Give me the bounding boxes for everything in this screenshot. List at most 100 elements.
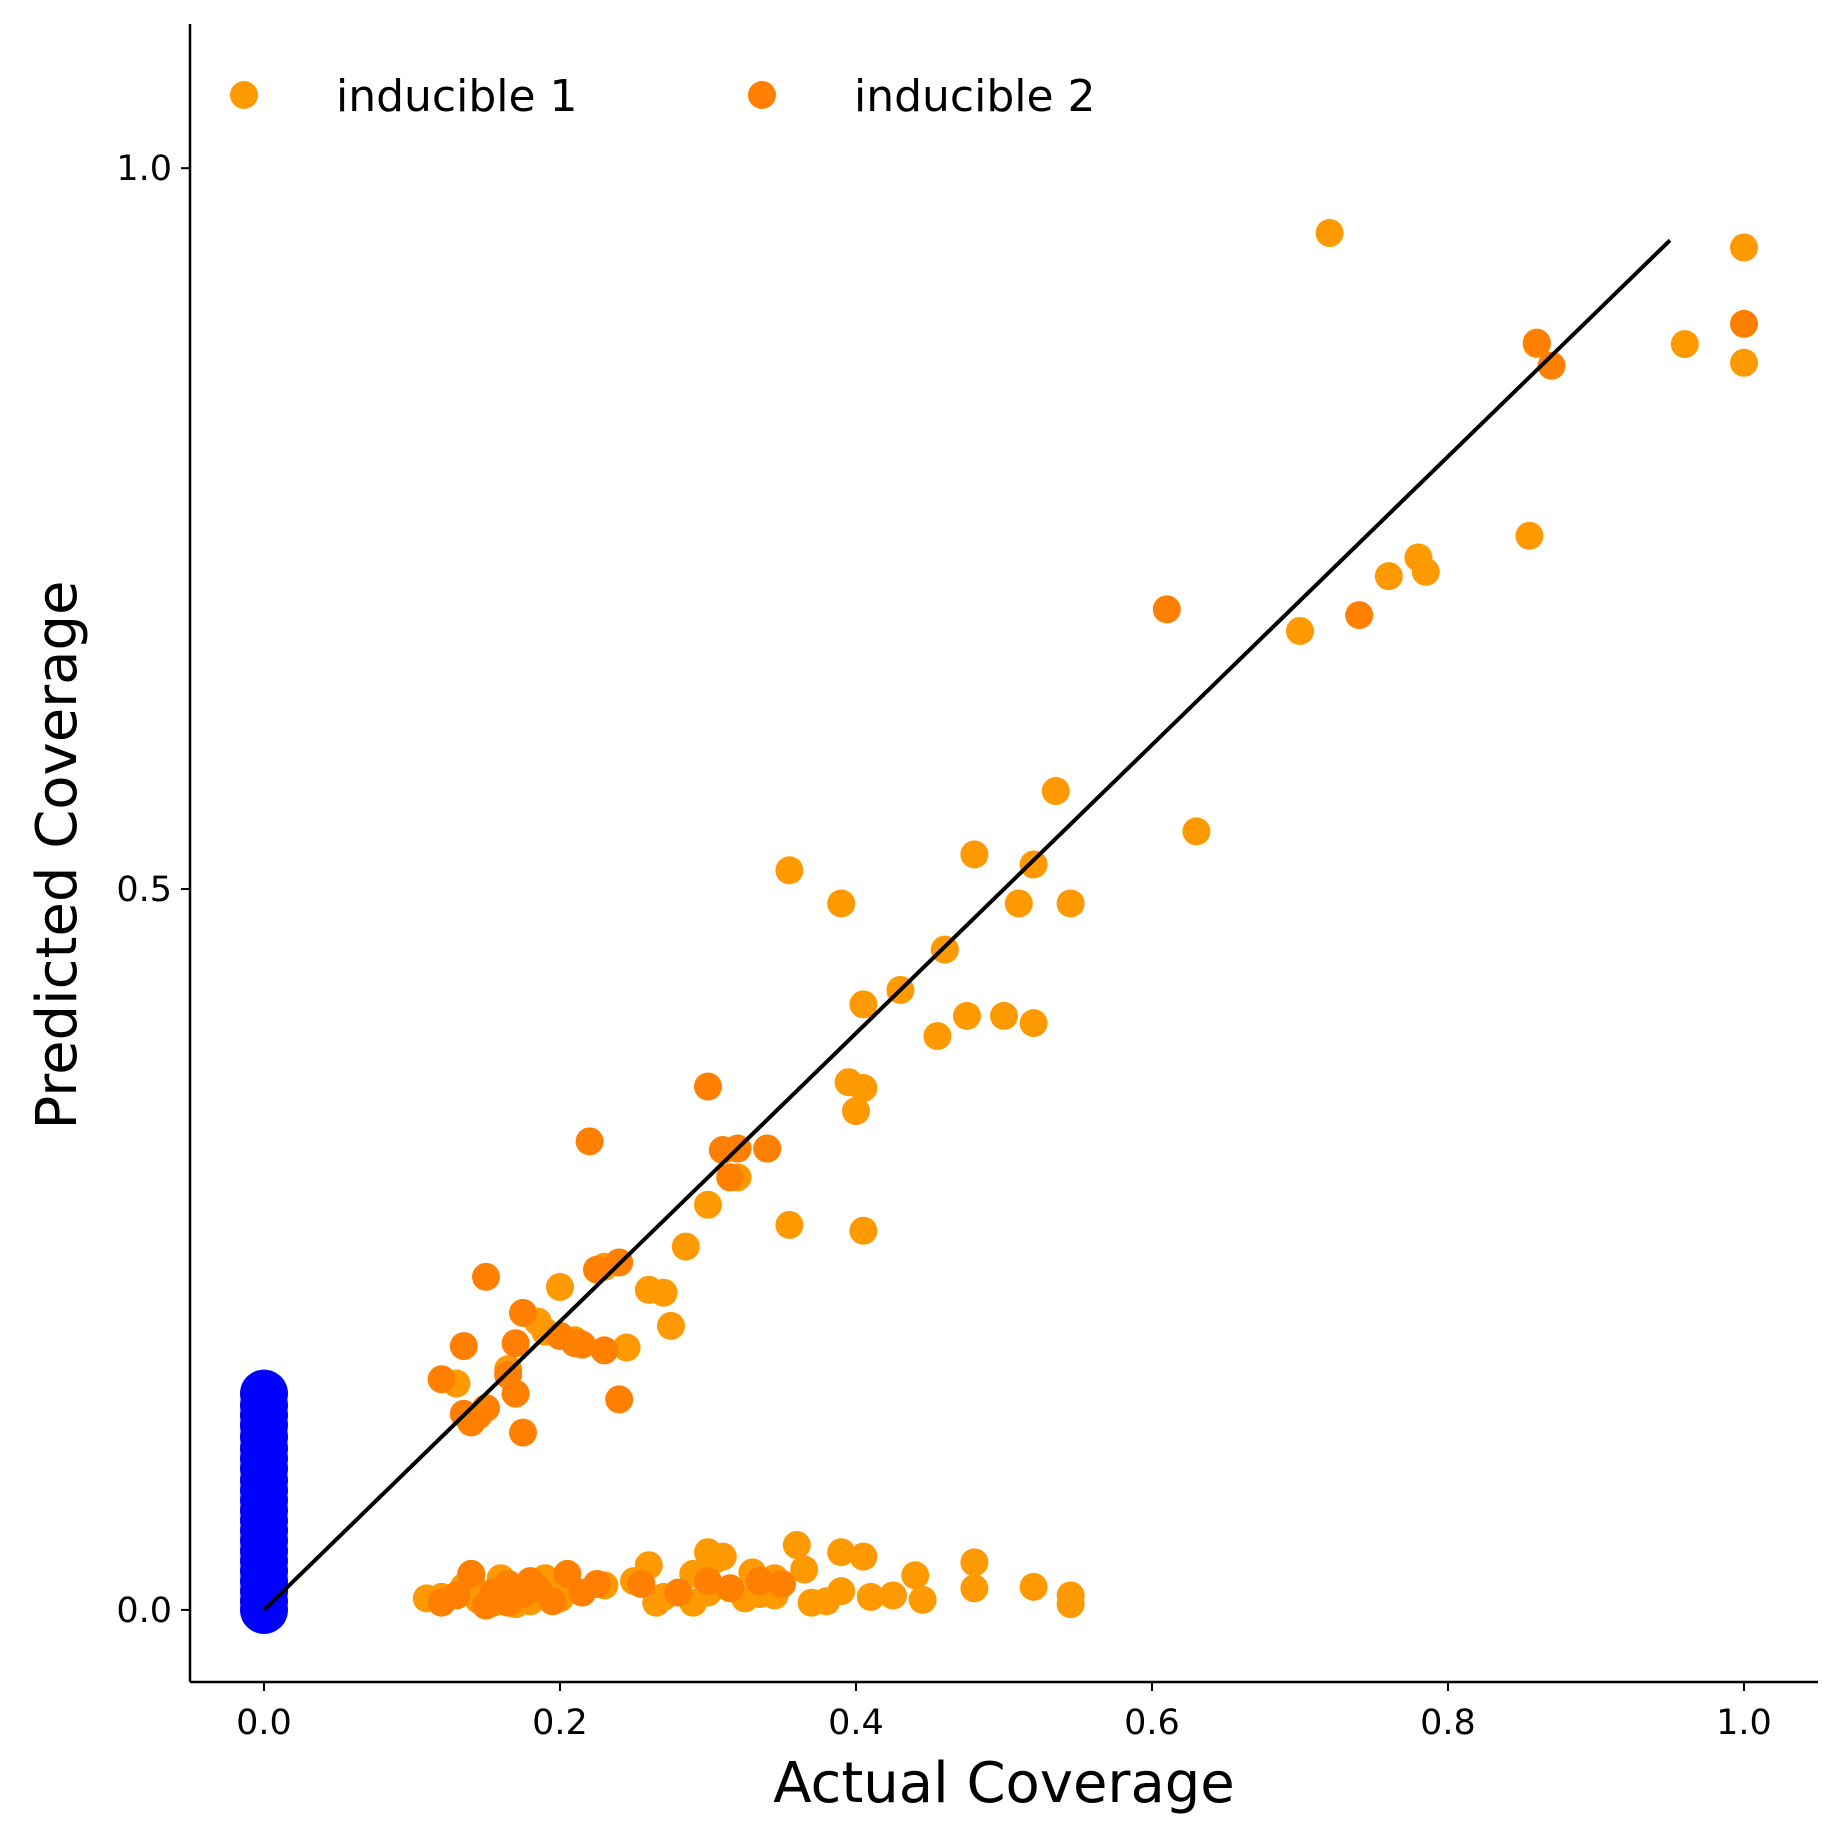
data-point <box>1411 557 1440 586</box>
data-point <box>1182 817 1211 846</box>
x-tick-label: 0.8 <box>1420 1703 1476 1743</box>
data-point <box>1019 1572 1048 1601</box>
data-point <box>1041 777 1070 806</box>
data-point <box>879 1581 907 1610</box>
data-point <box>472 1394 500 1423</box>
data-point <box>923 1022 952 1051</box>
data-point <box>790 1555 819 1584</box>
data-point <box>575 1127 604 1156</box>
data-point <box>849 990 878 1019</box>
plot-marks <box>240 219 1758 1634</box>
data-point <box>716 1574 745 1603</box>
data-point <box>753 1134 782 1163</box>
data-point <box>1730 348 1758 377</box>
data-point <box>960 1574 989 1603</box>
data-point <box>908 1585 937 1614</box>
data-point <box>694 1072 722 1101</box>
data-point <box>960 1548 989 1577</box>
data-point <box>1345 601 1374 630</box>
data-point <box>849 1542 878 1571</box>
data-point <box>546 1321 574 1350</box>
legend-marker <box>748 81 776 109</box>
data-point <box>671 1232 700 1261</box>
data-point <box>427 1588 456 1617</box>
data-point <box>960 840 989 869</box>
data-point <box>1537 351 1566 380</box>
x-tick-label: 0.6 <box>1124 1703 1180 1743</box>
data-point <box>842 1097 870 1126</box>
data-point <box>627 1569 656 1598</box>
data-point <box>1019 1009 1048 1038</box>
data-point <box>716 1163 745 1192</box>
data-point <box>775 856 804 885</box>
data-point <box>472 1262 500 1291</box>
data-point <box>901 1561 930 1590</box>
data-point <box>657 1311 685 1340</box>
data-point <box>1019 850 1048 879</box>
y-ticks: 0.0 0.5 1.0 <box>116 149 190 1631</box>
data-point <box>1670 330 1699 359</box>
x-tick-label: 0.0 <box>236 1703 292 1743</box>
data-point <box>509 1298 537 1327</box>
legend: inducible 1 inducible 2 <box>230 71 1096 122</box>
legend-label: inducible 2 <box>854 71 1096 122</box>
y-tick-label: 0.5 <box>116 870 172 910</box>
data-point <box>849 1216 878 1245</box>
data-point <box>553 1559 582 1588</box>
series-2 <box>427 309 1758 1620</box>
data-point <box>1730 309 1758 338</box>
x-ticks: 0.0 0.2 0.4 0.6 0.8 1.0 <box>236 1682 1772 1743</box>
data-point <box>1286 616 1314 645</box>
data-point <box>1004 889 1033 918</box>
data-point <box>546 1272 574 1301</box>
data-point <box>501 1379 530 1408</box>
data-point <box>501 1329 530 1358</box>
data-point <box>827 1577 856 1606</box>
x-tick-label: 0.4 <box>828 1703 884 1743</box>
data-point <box>1515 521 1544 550</box>
data-point <box>708 1542 737 1571</box>
data-point <box>694 1190 722 1219</box>
data-point <box>449 1332 478 1361</box>
data-point <box>583 1569 611 1598</box>
data-point <box>1730 233 1758 262</box>
data-point <box>1056 1590 1085 1619</box>
data-point <box>1522 328 1551 357</box>
x-tick-label: 1.0 <box>1716 1703 1772 1743</box>
data-point <box>472 1591 500 1620</box>
data-point <box>694 1567 722 1596</box>
data-point <box>827 1538 856 1567</box>
data-point <box>775 1210 804 1239</box>
y-tick-label: 0.0 <box>116 1591 172 1631</box>
data-point <box>953 1001 981 1030</box>
data-point <box>708 1135 737 1164</box>
data-point <box>990 1001 1018 1030</box>
data-point <box>1056 889 1085 918</box>
data-point <box>1315 219 1344 248</box>
legend-marker <box>230 81 258 109</box>
data-point <box>612 1333 641 1362</box>
data-point <box>583 1255 611 1284</box>
legend-label: inducible 1 <box>336 71 578 122</box>
x-tick-label: 0.2 <box>532 1703 588 1743</box>
data-point <box>494 1588 523 1617</box>
data-point <box>827 889 856 918</box>
data-point <box>605 1385 634 1414</box>
data-point <box>849 1074 878 1103</box>
data-point <box>664 1578 693 1607</box>
data-point <box>457 1559 486 1588</box>
data-point <box>590 1336 619 1365</box>
data-point <box>523 1574 552 1603</box>
y-axis-title: Predicted Coverage <box>25 581 90 1130</box>
y-tick-label: 1.0 <box>116 149 172 189</box>
data-point <box>427 1365 456 1394</box>
data-point <box>1152 595 1181 624</box>
data-point <box>856 1582 885 1611</box>
reference-line <box>262 238 1672 1612</box>
x-axis-title: Actual Coverage <box>773 1751 1235 1816</box>
data-point <box>649 1278 678 1307</box>
data-point <box>745 1567 774 1596</box>
data-point <box>782 1531 811 1560</box>
